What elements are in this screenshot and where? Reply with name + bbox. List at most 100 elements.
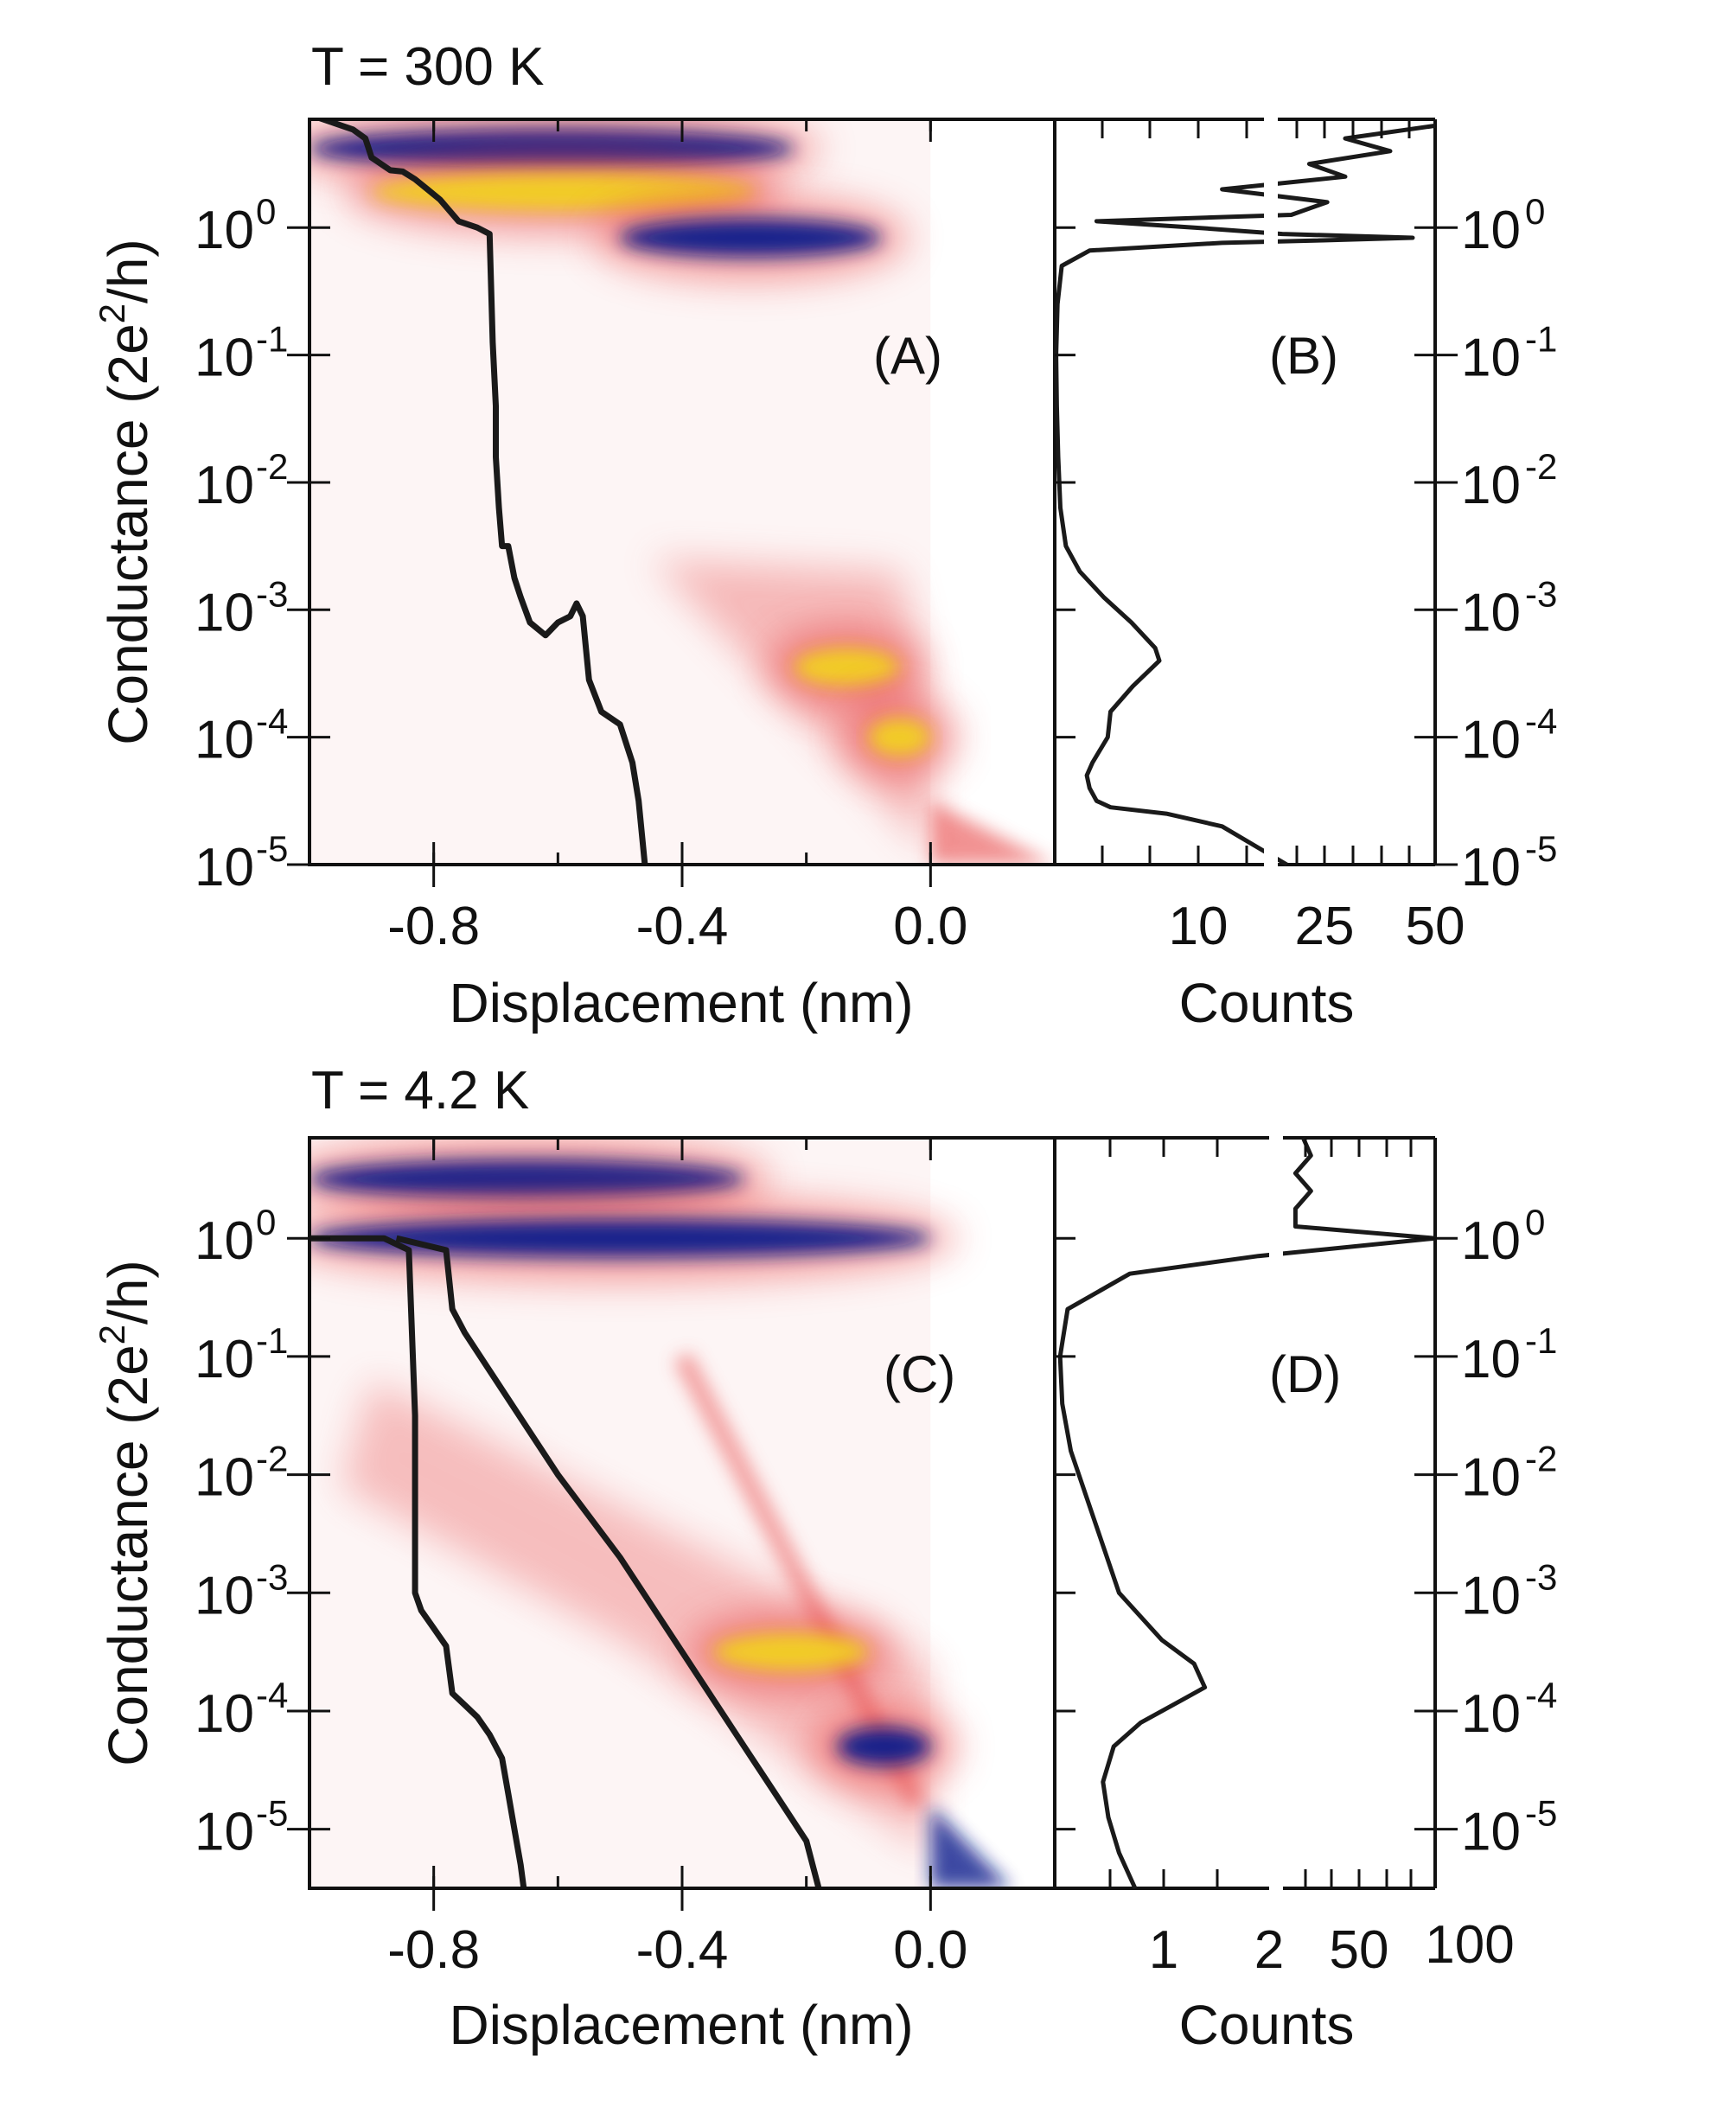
ytick-label-0-2: 10 xyxy=(195,456,254,515)
ytick-exp-r-1-5: -5 xyxy=(1525,828,1557,869)
ytick-exp-r-1-0: 0 xyxy=(1525,191,1545,232)
xtick-label-d-3: 100 xyxy=(1425,1915,1514,1975)
xtick-label-b-0: 10 xyxy=(1169,897,1229,956)
title-bottom: T = 4.2 K xyxy=(311,1061,529,1121)
ytick-label-r-1-3: 10 xyxy=(1461,583,1521,642)
heatmap-c xyxy=(310,1138,1012,1888)
ytick-label-2-3: 10 xyxy=(195,1566,254,1625)
density-core-0-2 xyxy=(620,219,881,258)
xtick-label-b-2: 50 xyxy=(1406,897,1465,956)
ylabel-a-suffix: /h) xyxy=(97,239,159,303)
density-core-0-3 xyxy=(794,648,900,686)
ytick-exp-0-2: -2 xyxy=(256,446,288,487)
ylabel-c-prefix: Conductance (2e xyxy=(97,1344,159,1766)
xtick-label-0-2: 0.0 xyxy=(893,897,967,956)
ytick-exp-r-1-2: -2 xyxy=(1525,446,1557,487)
xlabel-b: Counts xyxy=(1179,972,1355,1034)
trace-line-0-0 xyxy=(315,119,648,865)
ytick-exp-0-5: -5 xyxy=(256,828,288,869)
ytick-exp-r-3-1: -1 xyxy=(1525,1320,1557,1361)
density-core-2-1 xyxy=(310,1219,931,1258)
ytick-exp-2-0: 0 xyxy=(256,1202,276,1242)
xtick-label-0-1: -0.4 xyxy=(636,897,729,956)
traces-a xyxy=(315,119,648,865)
ylabel-a-prefix: Conductance (2e xyxy=(97,323,159,744)
density-core-2-3 xyxy=(837,1727,931,1766)
ytick-label-r-3-5: 10 xyxy=(1461,1803,1521,1862)
ytick-exp-r-1-4: -4 xyxy=(1525,701,1557,742)
xtick-label-b-1: 25 xyxy=(1295,897,1355,956)
xtick-label-0-0: -0.8 xyxy=(387,897,480,956)
ylabel-c: Conductance (2e2/h) xyxy=(92,1260,159,1766)
xtick-label-d-1: 2 xyxy=(1254,1920,1284,1980)
xtick-label-2-0: -0.8 xyxy=(387,1920,480,1980)
ytick-exp-r-3-3: -3 xyxy=(1525,1556,1557,1597)
ytick-exp-r-3-5: -5 xyxy=(1525,1793,1557,1834)
ylabel-a-sup: 2 xyxy=(92,303,132,323)
ytick-exp-r-3-2: -2 xyxy=(1525,1439,1557,1479)
ytick-label-2-1: 10 xyxy=(195,1330,254,1389)
trace-line-2-0 xyxy=(310,1235,527,1888)
ytick-label-r-1-2: 10 xyxy=(1461,456,1521,515)
panel-label-c: (C) xyxy=(884,1345,955,1403)
density-core-2-2 xyxy=(712,1632,869,1671)
ytick-exp-r-3-0: 0 xyxy=(1525,1202,1545,1242)
ylabel-a: Conductance (2e2/h) xyxy=(92,239,159,744)
ytick-exp-r-1-3: -3 xyxy=(1525,573,1557,614)
histogram-b xyxy=(1054,123,1436,867)
panel-label-a: (A) xyxy=(873,327,942,385)
panel-label-d: (D) xyxy=(1269,1345,1341,1403)
ytick-label-0-3: 10 xyxy=(195,583,254,642)
ytick-exp-2-4: -4 xyxy=(256,1675,288,1715)
ytick-label-0-5: 10 xyxy=(195,838,254,897)
ytick-label-r-3-4: 10 xyxy=(1461,1684,1521,1744)
xtick-label-d-0: 1 xyxy=(1149,1920,1178,1980)
ytick-label-r-1-5: 10 xyxy=(1461,838,1521,897)
density-tail-c xyxy=(930,1805,1012,1888)
ytick-label-r-3-3: 10 xyxy=(1461,1566,1521,1625)
ytick-label-r-3-0: 10 xyxy=(1461,1211,1521,1271)
ytick-label-r-1-1: 10 xyxy=(1461,329,1521,388)
ytick-exp-0-3: -3 xyxy=(256,573,288,614)
density-core-0-4 xyxy=(868,718,931,757)
axis-break-b xyxy=(1264,112,1278,873)
density-tail-a xyxy=(930,801,1055,865)
heatmap-a xyxy=(310,119,1055,865)
density-plume-c xyxy=(340,1380,931,1853)
ytick-label-2-5: 10 xyxy=(195,1803,254,1862)
ytick-exp-2-2: -2 xyxy=(256,1439,288,1479)
ylabel-c-sup: 2 xyxy=(92,1325,132,1344)
ytick-exp-2-1: -1 xyxy=(256,1320,288,1361)
ytick-label-2-0: 10 xyxy=(195,1211,254,1271)
xtick-label-d-2: 50 xyxy=(1330,1920,1389,1980)
traces-c xyxy=(310,1235,822,1888)
histogram-d xyxy=(1057,1136,1438,1890)
ytick-label-0-4: 10 xyxy=(195,711,254,770)
density-core-2-0 xyxy=(310,1159,744,1198)
ytick-exp-r-3-4: -4 xyxy=(1525,1675,1557,1715)
ytick-label-2-2: 10 xyxy=(195,1448,254,1508)
histogram-line-3 xyxy=(1057,1136,1438,1890)
ytick-exp-r-1-1: -1 xyxy=(1525,319,1557,360)
ytick-label-0-1: 10 xyxy=(195,329,254,388)
ytick-exp-0-4: -4 xyxy=(256,701,288,742)
density-core-0-1 xyxy=(371,172,757,211)
xlabel-c: Displacement (nm) xyxy=(449,1994,913,2056)
ylabel-c-suffix: /h) xyxy=(97,1260,159,1325)
ytick-exp-2-5: -5 xyxy=(256,1793,288,1834)
ytick-exp-0-0: 0 xyxy=(256,191,276,232)
ytick-label-2-4: 10 xyxy=(195,1684,254,1744)
histogram-line-1 xyxy=(1054,123,1436,867)
ytick-label-r-1-0: 10 xyxy=(1461,201,1521,260)
title-top: T = 300 K xyxy=(311,37,544,97)
ytick-label-r-3-1: 10 xyxy=(1461,1330,1521,1389)
ytick-exp-2-3: -3 xyxy=(256,1556,288,1597)
